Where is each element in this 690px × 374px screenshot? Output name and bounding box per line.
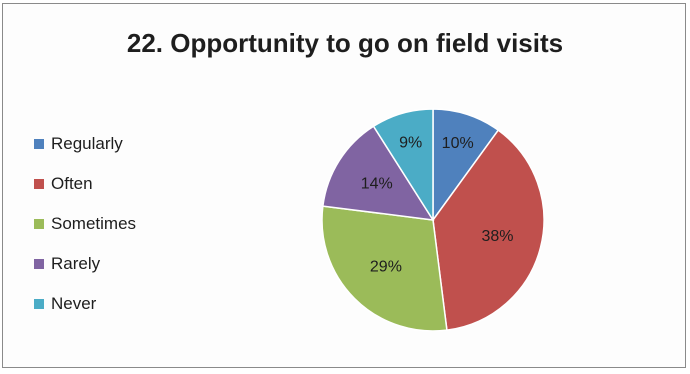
legend-label: Regularly [51,134,123,153]
legend-item-regularly: Regularly [34,124,136,164]
legend-swatch [34,259,44,269]
data-label-regularly: 10% [442,135,474,152]
pie-slice-never [372,108,434,223]
legend-swatch [34,139,44,149]
legend-label: Sometimes [51,214,137,233]
legend-item-rarely: Rarely [34,244,136,284]
legend-swatch [34,219,44,229]
legend-item-often: Often [34,164,136,204]
pie-slice-sometimes [321,205,448,332]
legend-item-sometimes: Sometimes [34,204,136,244]
pie-slice-rarely [322,125,435,221]
legend-item-never: Never [34,284,136,324]
data-label-never: 9% [399,134,422,151]
data-label-often: 38% [481,228,513,245]
legend-label: Never [51,294,97,313]
data-label-rarely: 14% [361,176,393,193]
legend-label: Often [51,174,93,193]
pie-slice-often [432,129,545,331]
legend: Regularly Often Sometimes Rarely Never [34,124,136,324]
data-label-sometimes: 29% [370,258,402,275]
legend-label: Rarely [51,254,101,273]
legend-swatch [34,299,44,309]
chart-title: 22. Opportunity to go on field visits [126,28,564,58]
legend-swatch [34,179,44,189]
